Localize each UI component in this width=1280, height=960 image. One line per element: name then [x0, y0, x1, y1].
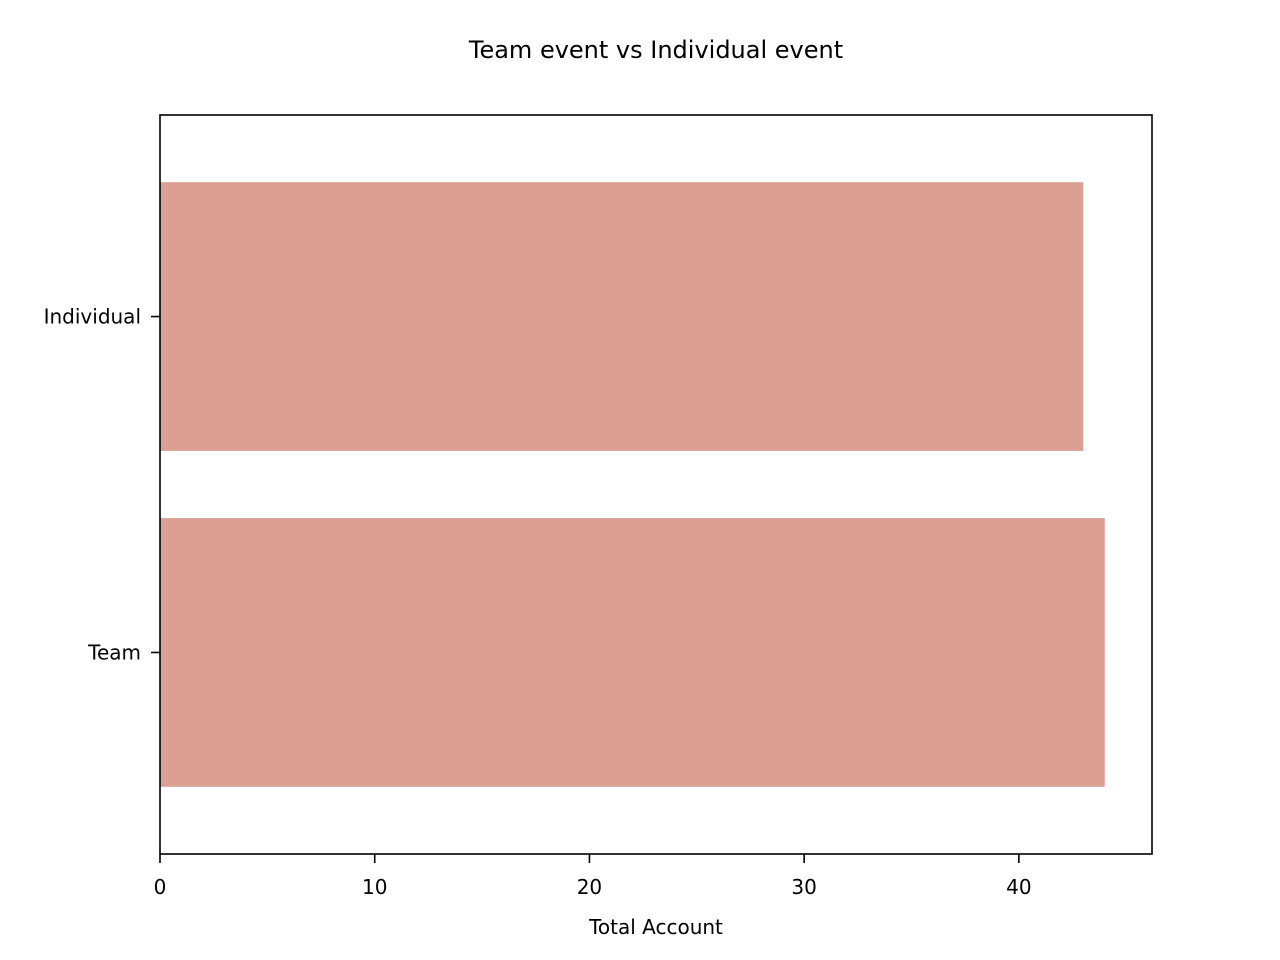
plot-frame [159, 114, 1153, 855]
y-tick-label-individual: Individual [44, 305, 141, 329]
x-tick-label-10: 10 [362, 875, 387, 899]
x-tick-label-30: 30 [791, 875, 816, 899]
x-axis-label: Total Account [588, 915, 723, 939]
x-tick-label-40: 40 [1006, 875, 1031, 899]
x-axis: 0 10 20 30 40 [154, 854, 1032, 899]
bar-individual [160, 182, 1084, 451]
x-tick-label-0: 0 [154, 875, 167, 899]
bars-group [160, 182, 1105, 787]
y-tick-label-team: Team [87, 640, 141, 664]
bar-team [160, 518, 1105, 787]
x-tick-label-20: 20 [577, 875, 602, 899]
y-axis: Individual Team [44, 305, 160, 664]
chart-title: Team event vs Individual event [468, 36, 843, 64]
